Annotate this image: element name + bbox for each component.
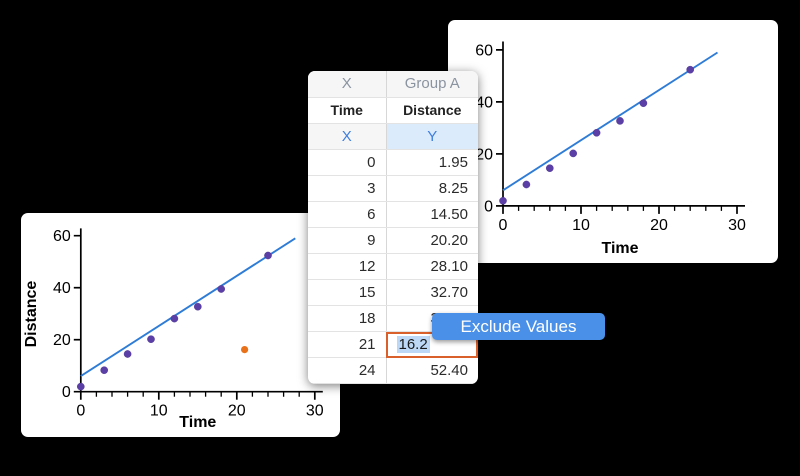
svg-text:60: 60 <box>53 228 71 245</box>
svg-text:20: 20 <box>228 403 246 420</box>
svg-text:0: 0 <box>76 403 85 420</box>
svg-text:20: 20 <box>650 217 668 234</box>
svg-text:Time: Time <box>179 414 216 431</box>
svg-text:0: 0 <box>484 198 493 215</box>
svg-text:30: 30 <box>728 217 746 234</box>
svg-text:0: 0 <box>62 384 71 401</box>
svg-text:40: 40 <box>53 280 71 297</box>
svg-text:Distance: Distance <box>23 281 40 348</box>
svg-text:60: 60 <box>475 42 493 59</box>
svg-text:10: 10 <box>572 217 590 234</box>
svg-text:30: 30 <box>306 403 324 420</box>
svg-text:20: 20 <box>53 332 71 349</box>
svg-text:0: 0 <box>499 217 508 234</box>
svg-text:10: 10 <box>150 403 168 420</box>
svg-text:Time: Time <box>601 240 638 257</box>
